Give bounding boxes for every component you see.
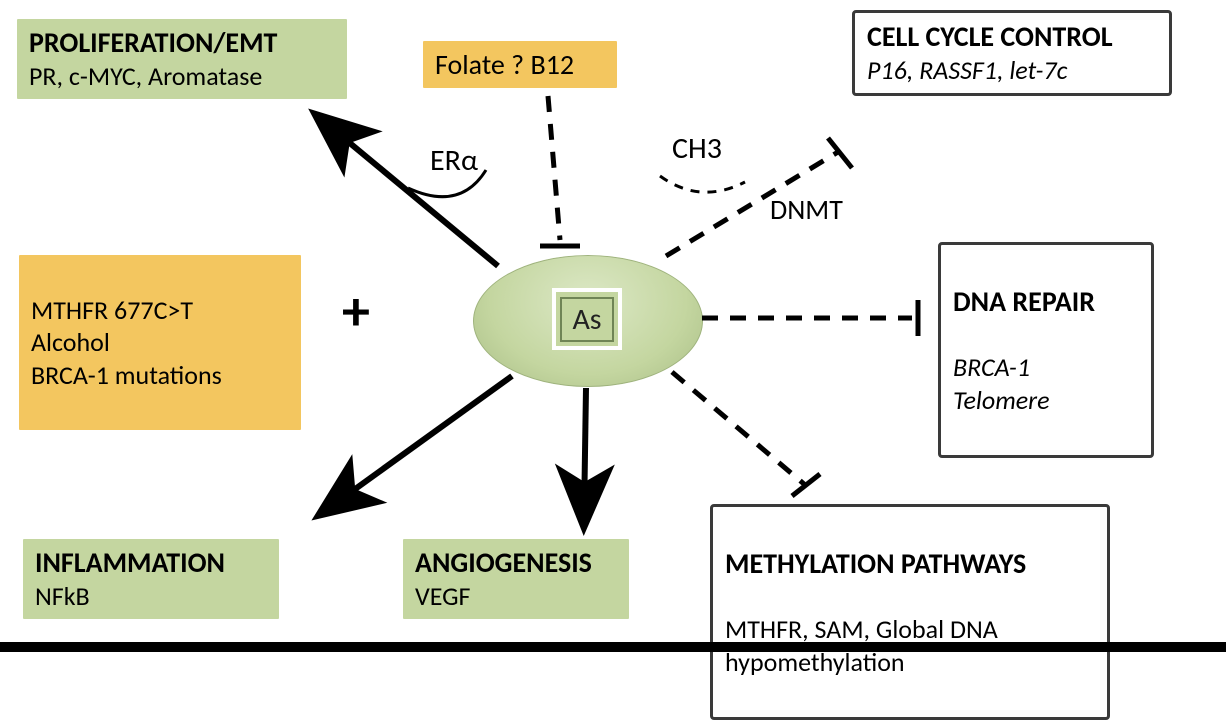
er-arc bbox=[408, 170, 486, 197]
bottom-border bbox=[0, 642, 1226, 652]
inhibit-methylation bbox=[672, 372, 820, 496]
arrow-to-angiogenesis bbox=[584, 388, 586, 518]
inhibit-folate bbox=[540, 96, 580, 246]
connectors-layer bbox=[0, 0, 1226, 652]
arrow-to-proliferation bbox=[322, 120, 498, 266]
inhibit-dna-repair bbox=[702, 300, 918, 336]
inhibit-cell-cycle bbox=[666, 138, 852, 256]
ch3-arc bbox=[660, 176, 745, 192]
arrow-to-inflammation bbox=[326, 376, 512, 510]
